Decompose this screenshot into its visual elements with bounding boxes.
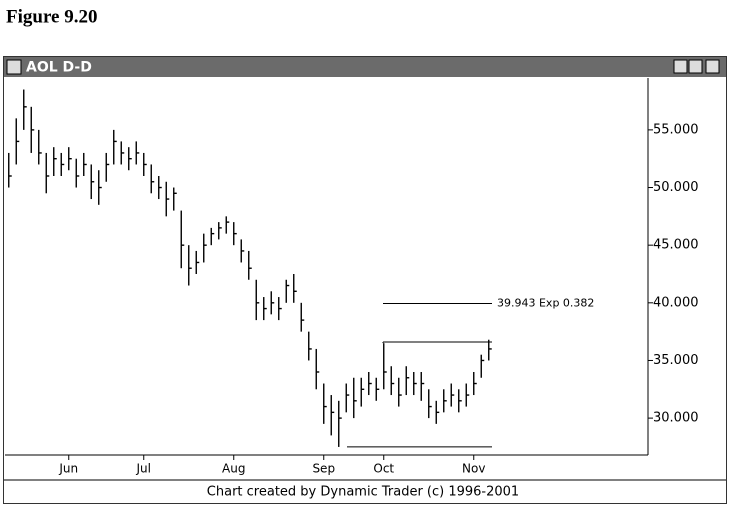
y-tick-label: 55.000 (653, 122, 699, 137)
x-tick-label: Jun (58, 462, 78, 476)
y-tick-label: 30.000 (653, 411, 699, 426)
figure-label: Figure 9.20 (6, 6, 97, 27)
y-tick-label: 50.000 (653, 180, 699, 195)
x-tick-label: Oct (373, 462, 394, 476)
window-frame (3, 56, 727, 504)
footer: Chart created by Dynamic Trader (c) 1996… (207, 485, 519, 500)
maximize-button[interactable] (688, 59, 703, 74)
y-tick-label: 35.000 (653, 353, 699, 368)
y-tick-label: 40.000 (653, 295, 699, 310)
x-tick-label: Aug (222, 462, 245, 476)
minimize-button[interactable] (673, 59, 688, 74)
x-tick-label: Sep (312, 462, 335, 476)
close-button[interactable] (705, 59, 720, 74)
y-tick-label: 45.000 (653, 238, 699, 253)
x-tick-label: Jul (136, 462, 151, 476)
projection-label: 39.943 Exp 0.382 (497, 296, 594, 309)
window-title: AOL D-D (26, 60, 92, 76)
window-icon (6, 59, 22, 75)
title-bar (4, 57, 726, 77)
x-tick-label: Nov (462, 462, 485, 476)
